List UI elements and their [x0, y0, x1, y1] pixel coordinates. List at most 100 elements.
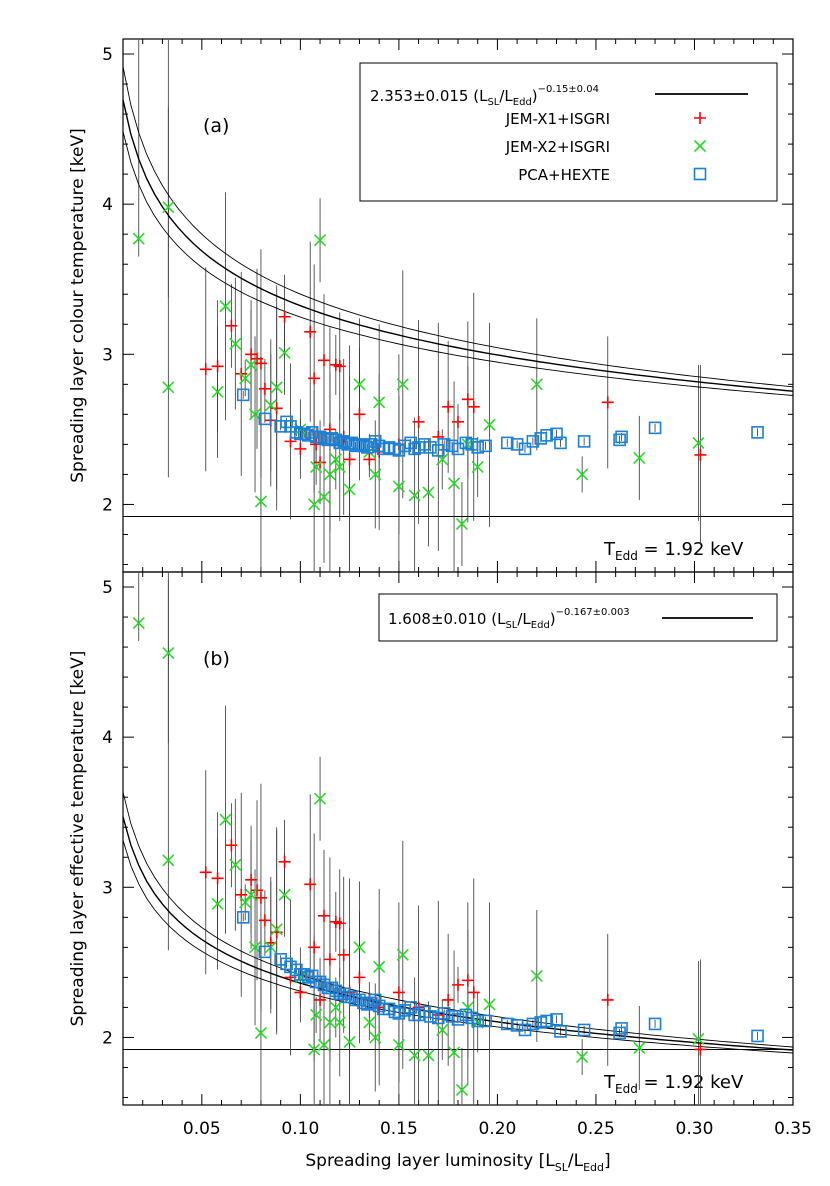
x-tick-label: 0.05	[183, 1119, 221, 1139]
legend-subscript: Edd	[513, 97, 532, 108]
data-point-jemx1	[258, 382, 271, 395]
data-point-jemx2	[317, 490, 331, 503]
data-point-pca	[372, 439, 386, 453]
data-point-pca	[408, 442, 421, 456]
data-point-jemx1	[333, 360, 346, 373]
data-point-pca	[301, 429, 315, 442]
x-axis-label: Spreading layer luminosity [LSL/LEdd]	[305, 1151, 610, 1174]
data-point-jemx2	[270, 923, 283, 936]
data-point-jemx2	[447, 477, 461, 490]
legend-fit-label: 2.353±0.015 (LSL/LEdd)−0.15±0.04	[370, 84, 599, 108]
data-point-jemx1	[199, 866, 212, 879]
data-point-jemx1	[318, 354, 330, 367]
panel-a: 2 3 4 5 Spreading layer colour temperature […	[68, 38, 794, 573]
data-point-pca	[540, 1014, 553, 1028]
data-point-jemx2	[211, 385, 224, 398]
data-point-pca	[751, 426, 764, 439]
shared-axis-text: 0.05 0.10 0.15 0.20 0.25 0.30 0.35 Spreading la…	[183, 1119, 812, 1174]
legend-entry-label: JEM-X1+ISGRI	[505, 110, 610, 128]
data-point-pca	[345, 436, 358, 450]
data-point-pca	[540, 429, 553, 442]
data-point-pca	[353, 438, 366, 451]
data-point-jemx1	[353, 971, 366, 984]
data-point-jemx2	[229, 858, 242, 871]
data-point-pca	[345, 990, 358, 1004]
data-point-jemx1	[294, 442, 307, 455]
data-point-jemx1	[245, 873, 258, 886]
data-point-pca	[424, 441, 437, 454]
data-point-pca	[471, 1014, 485, 1028]
legend-superscript: −0.167±0.003	[556, 607, 630, 618]
data-point-jemx2	[310, 1008, 323, 1021]
xlabel-subscript: SL	[555, 1161, 569, 1174]
data-point-pca	[337, 987, 351, 1001]
data-point-jemx1	[442, 993, 455, 1006]
data-point-pca	[258, 945, 272, 959]
data-point-jemx1	[461, 974, 474, 987]
data-point-jemx2	[162, 381, 175, 394]
data-point-pca	[751, 1029, 764, 1043]
data-point-jemx2	[254, 495, 268, 508]
data-point-jemx2	[373, 960, 386, 973]
eddington-temperature-label: TEdd = 1.92 keV	[603, 539, 744, 563]
data-point-jemx2	[239, 372, 252, 385]
data-point-jemx2	[323, 468, 336, 481]
data-point-pca	[518, 442, 532, 456]
data-point-pca	[648, 421, 662, 435]
legend-text: )	[550, 610, 556, 628]
data-point-pca	[337, 435, 351, 448]
data-point-jemx1	[442, 400, 455, 413]
legend-text: /L	[517, 610, 531, 628]
data-point-jemx2	[392, 480, 405, 493]
data-point-jemx1	[314, 993, 327, 1006]
data-point-jemx2	[132, 616, 145, 630]
data-point-jemx1	[251, 884, 263, 897]
data-point-pca	[305, 426, 319, 439]
data-point-jemx2	[132, 232, 145, 245]
data-point-jemx1	[225, 319, 238, 332]
data-point-jemx2	[308, 1043, 321, 1056]
data-point-jemx2	[245, 888, 258, 901]
data-point-pca	[526, 435, 540, 448]
data-point-pca	[577, 435, 591, 448]
data-point-pca	[479, 1014, 492, 1028]
data-point-jemx2	[422, 486, 435, 499]
data-point-jemx1	[333, 917, 346, 930]
legend-marker-x	[693, 139, 707, 153]
data-point-pca	[500, 436, 514, 450]
y-tick-label: 3	[102, 345, 113, 365]
x-tick-label: 0.20	[478, 1119, 516, 1139]
data-point-pca	[510, 438, 524, 451]
data-point-jemx1	[353, 408, 366, 421]
panel-b: 2 3 4 5 Spreading layer effective temperatur…	[68, 571, 794, 1106]
data-point-pca	[333, 436, 347, 450]
data-point-pca	[368, 435, 382, 448]
y-axis-label: Spreading layer effective temperature [k…	[68, 651, 88, 1027]
legend-entry-label: PCA+HEXTE	[518, 166, 610, 184]
data-point-jemx2	[692, 436, 705, 449]
data-point-jemx2	[455, 517, 469, 531]
x-tick-label: 0.25	[577, 1119, 615, 1139]
data-point-jemx1	[694, 1043, 707, 1056]
data-point-pca	[329, 984, 343, 998]
x-tick-label: 0.15	[380, 1119, 418, 1139]
data-point-jemx1	[225, 839, 238, 852]
data-point-jemx1	[343, 453, 356, 466]
data-point-jemx2	[323, 1016, 336, 1029]
data-point-jemx1	[211, 360, 224, 373]
data-point-jemx2	[633, 1041, 646, 1055]
panel-tag: (a)	[203, 115, 229, 137]
data-point-pca	[510, 1019, 524, 1032]
data-point-jemx2	[162, 201, 175, 214]
data-point-jemx2	[422, 1049, 435, 1062]
data-point-jemx2	[408, 1049, 421, 1062]
data-point-jemx2	[369, 1031, 382, 1044]
data-point-jemx2	[530, 969, 543, 982]
data-point-pca	[613, 433, 626, 447]
data-point-pca	[404, 1001, 418, 1014]
data-point-pca	[550, 427, 563, 441]
data-point-jemx2	[245, 358, 258, 371]
data-point-pca	[317, 978, 331, 992]
data-point-jemx2	[162, 647, 175, 660]
